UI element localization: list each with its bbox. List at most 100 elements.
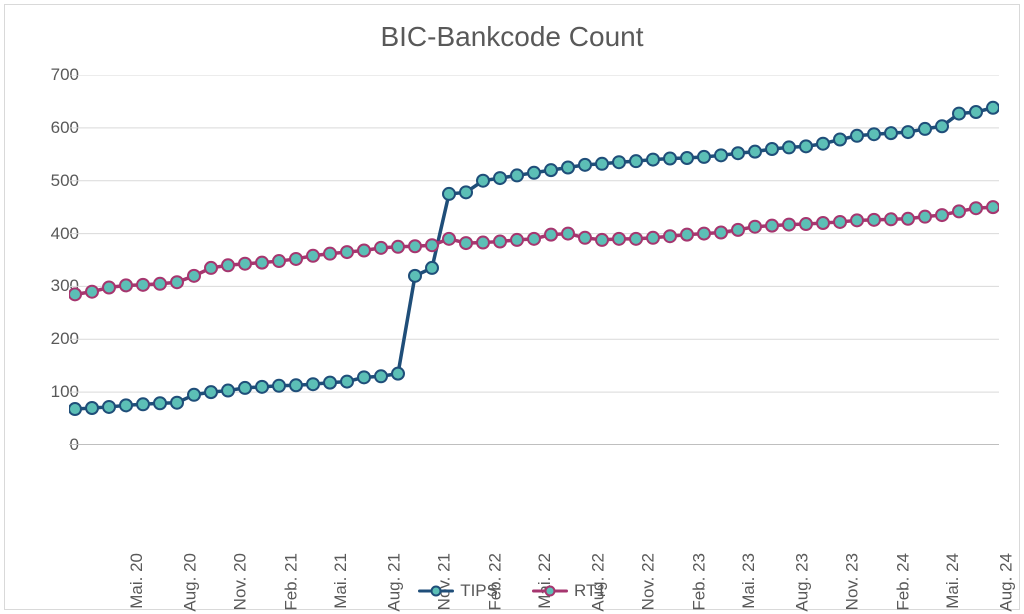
marker-RT1 <box>664 230 676 242</box>
marker-RT1 <box>460 237 472 249</box>
marker-TIPS <box>817 138 829 150</box>
marker-RT1 <box>256 257 268 269</box>
marker-RT1 <box>103 281 115 293</box>
marker-TIPS <box>426 262 438 274</box>
marker-TIPS <box>188 389 200 401</box>
marker-RT1 <box>834 216 846 228</box>
marker-RT1 <box>545 229 557 241</box>
marker-TIPS <box>868 128 880 140</box>
marker-TIPS <box>715 149 727 161</box>
marker-TIPS <box>834 133 846 145</box>
marker-TIPS <box>749 146 761 158</box>
marker-RT1 <box>817 217 829 229</box>
series-line-TIPS <box>75 108 993 409</box>
marker-TIPS <box>375 370 387 382</box>
marker-RT1 <box>358 244 370 256</box>
marker-TIPS <box>460 186 472 198</box>
marker-RT1 <box>392 241 404 253</box>
marker-RT1 <box>426 239 438 251</box>
marker-TIPS <box>902 126 914 138</box>
marker-TIPS <box>103 401 115 413</box>
marker-RT1 <box>613 233 625 245</box>
marker-TIPS <box>630 155 642 167</box>
marker-RT1 <box>647 232 659 244</box>
plot-area <box>69 75 999 445</box>
marker-RT1 <box>953 205 965 217</box>
marker-TIPS <box>222 385 234 397</box>
marker-TIPS <box>800 140 812 152</box>
marker-TIPS <box>766 143 778 155</box>
marker-TIPS <box>324 377 336 389</box>
marker-TIPS <box>647 154 659 166</box>
marker-TIPS <box>545 164 557 176</box>
marker-TIPS <box>256 381 268 393</box>
legend-item-RT1: RT1 <box>532 581 606 601</box>
marker-RT1 <box>868 214 880 226</box>
marker-RT1 <box>511 234 523 246</box>
marker-RT1 <box>970 202 982 214</box>
marker-RT1 <box>766 220 778 232</box>
marker-TIPS <box>341 376 353 388</box>
marker-TIPS <box>987 102 999 114</box>
marker-RT1 <box>630 233 642 245</box>
marker-RT1 <box>698 228 710 240</box>
marker-RT1 <box>800 218 812 230</box>
marker-RT1 <box>273 255 285 267</box>
marker-TIPS <box>919 123 931 135</box>
marker-TIPS <box>290 379 302 391</box>
marker-RT1 <box>732 224 744 236</box>
legend-swatch <box>532 583 568 599</box>
marker-RT1 <box>205 262 217 274</box>
marker-TIPS <box>698 151 710 163</box>
marker-TIPS <box>69 403 81 415</box>
marker-RT1 <box>324 248 336 260</box>
marker-TIPS <box>970 106 982 118</box>
marker-RT1 <box>902 213 914 225</box>
marker-TIPS <box>86 402 98 414</box>
marker-TIPS <box>851 130 863 142</box>
marker-RT1 <box>681 229 693 241</box>
marker-TIPS <box>681 152 693 164</box>
marker-TIPS <box>732 147 744 159</box>
chart-container: BIC-Bankcode Count 010020030040050060070… <box>4 4 1020 610</box>
x-axis-labels: Mai. 20Aug. 20Nov. 20Feb. 21Mai. 21Aug. … <box>69 453 999 563</box>
marker-TIPS <box>783 141 795 153</box>
marker-TIPS <box>953 108 965 120</box>
marker-TIPS <box>494 172 506 184</box>
marker-RT1 <box>86 286 98 298</box>
legend-swatch <box>418 583 454 599</box>
marker-RT1 <box>171 276 183 288</box>
marker-TIPS <box>137 398 149 410</box>
marker-RT1 <box>409 240 421 252</box>
marker-RT1 <box>987 201 999 213</box>
marker-RT1 <box>596 234 608 246</box>
marker-RT1 <box>783 219 795 231</box>
marker-RT1 <box>477 237 489 249</box>
marker-RT1 <box>528 233 540 245</box>
marker-RT1 <box>375 242 387 254</box>
marker-TIPS <box>885 127 897 139</box>
legend-item-TIPS: TIPS <box>418 581 498 601</box>
marker-TIPS <box>307 378 319 390</box>
marker-RT1 <box>919 211 931 223</box>
marker-RT1 <box>851 214 863 226</box>
marker-RT1 <box>137 279 149 291</box>
marker-TIPS <box>477 175 489 187</box>
marker-RT1 <box>749 221 761 233</box>
marker-RT1 <box>222 259 234 271</box>
legend-label: RT1 <box>574 581 606 601</box>
marker-TIPS <box>358 371 370 383</box>
marker-TIPS <box>239 382 251 394</box>
marker-TIPS <box>511 169 523 181</box>
marker-TIPS <box>273 380 285 392</box>
marker-RT1 <box>239 258 251 270</box>
marker-TIPS <box>154 397 166 409</box>
marker-TIPS <box>392 368 404 380</box>
marker-RT1 <box>69 288 81 300</box>
marker-RT1 <box>120 279 132 291</box>
marker-RT1 <box>443 233 455 245</box>
marker-RT1 <box>885 213 897 225</box>
marker-TIPS <box>205 386 217 398</box>
marker-TIPS <box>120 399 132 411</box>
marker-TIPS <box>443 188 455 200</box>
